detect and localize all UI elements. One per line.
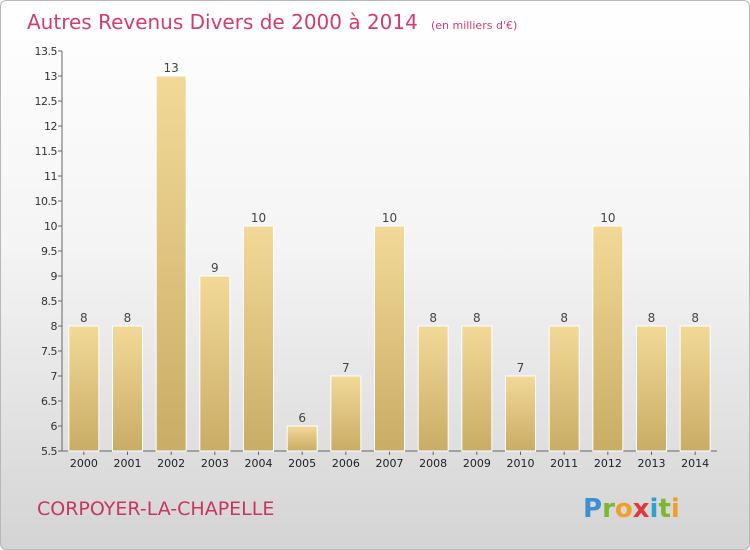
bar-2008	[417, 325, 449, 452]
y-tick-label: 7	[51, 370, 58, 383]
bar-value-label: 13	[164, 61, 179, 75]
bar-2005	[286, 425, 318, 452]
bar-2004	[243, 225, 274, 452]
bar-2009	[461, 325, 493, 452]
x-tick-label: 2012	[594, 457, 622, 470]
y-tick-label: 11.5	[35, 145, 58, 158]
y-tick-label: 5.5	[41, 445, 57, 458]
x-tick-label: 2002	[157, 457, 185, 470]
bar-value-label: 6	[298, 411, 306, 425]
chart-title-text: Autres Revenus Divers de 2000 à 2014	[27, 10, 418, 34]
y-tick-label: 13	[44, 70, 57, 83]
chart-axes: 5.5 6 6.5 7 7.5 8 8.5 9 9.5 10 10.5 11 11.5 12 12.5 13 1…	[35, 45, 717, 470]
bar-value-label: 8	[429, 311, 437, 325]
x-tick-label: 2011	[550, 457, 578, 470]
bar-value-label: 8	[560, 311, 568, 325]
bar-value-label: 8	[473, 311, 481, 325]
x-tick-label: 2007	[376, 457, 404, 470]
bar-2013	[636, 325, 667, 452]
y-tick-label: 13.5	[35, 45, 58, 58]
bar-2000	[68, 325, 100, 452]
bar-value-label: 8	[691, 311, 699, 325]
logo-letter: i	[650, 494, 659, 524]
logo-letter: t	[658, 494, 670, 524]
bar-value-label: 10	[251, 211, 266, 225]
x-tick-label: 2014	[681, 457, 709, 470]
x-tick-label: 2009	[463, 457, 491, 470]
logo-letter: i	[671, 494, 680, 524]
logo-letter: x	[633, 494, 650, 524]
y-tick-label: 12.5	[35, 95, 58, 108]
bar-value-label: 9	[211, 261, 219, 275]
logo-letter: P	[583, 494, 602, 524]
x-tick-label: 2005	[288, 457, 316, 470]
y-tick-label: 6	[51, 420, 58, 433]
y-tick-label: 9.5	[41, 245, 57, 258]
y-tick-label: 10	[44, 220, 57, 233]
bar-2002	[155, 75, 187, 452]
bar-value-label: 7	[517, 361, 525, 375]
bar-value-label: 8	[648, 311, 656, 325]
proxiti-logo[interactable]: Proxiti	[583, 494, 680, 524]
bar-2003	[199, 275, 231, 452]
y-tick-label: 12	[44, 120, 57, 133]
chart-title: Autres Revenus Divers de 2000 à 2014 (en…	[27, 10, 517, 34]
bar-2006	[330, 375, 362, 452]
bar-value-label: 7	[342, 361, 350, 375]
bar-value-label: 8	[124, 311, 132, 325]
x-tick-label: 2004	[245, 457, 273, 470]
x-tick-label: 2006	[332, 457, 360, 470]
bar-value-label: 10	[600, 211, 615, 225]
x-tick-label: 2008	[419, 457, 447, 470]
x-tick-label: 2003	[201, 457, 229, 470]
bar-2014	[679, 325, 711, 452]
y-tick-label: 9	[51, 270, 58, 283]
commune-name: CORPOYER-LA-CHAPELLE	[37, 498, 274, 520]
x-tick-label: 2000	[70, 457, 98, 470]
chart-unit-text: (en milliers d'€)	[431, 19, 517, 32]
y-tick-label: 6.5	[41, 395, 57, 408]
y-tick-label: 8.5	[41, 295, 57, 308]
y-tick-label: 7.5	[41, 345, 57, 358]
y-tick-label: 10.5	[35, 195, 58, 208]
x-tick-label: 2010	[507, 457, 535, 470]
chart-bars: 8 8 13 9 10 6 7 10 8 8 7 8 10 8 8	[68, 61, 711, 452]
bar-2012	[592, 225, 624, 452]
logo-letter: r	[602, 494, 615, 524]
bar-2001	[112, 325, 143, 452]
y-tick-label: 8	[51, 320, 58, 333]
bar-value-label: 8	[80, 311, 88, 325]
logo-letter: o	[615, 494, 633, 524]
x-tick-label: 2001	[114, 457, 142, 470]
x-tick-label: 2013	[638, 457, 666, 470]
bar-value-label: 10	[382, 211, 397, 225]
bar-2007	[374, 225, 405, 452]
bar-2010	[505, 375, 536, 452]
y-tick-label: 11	[44, 170, 57, 183]
bar-2011	[548, 325, 580, 452]
